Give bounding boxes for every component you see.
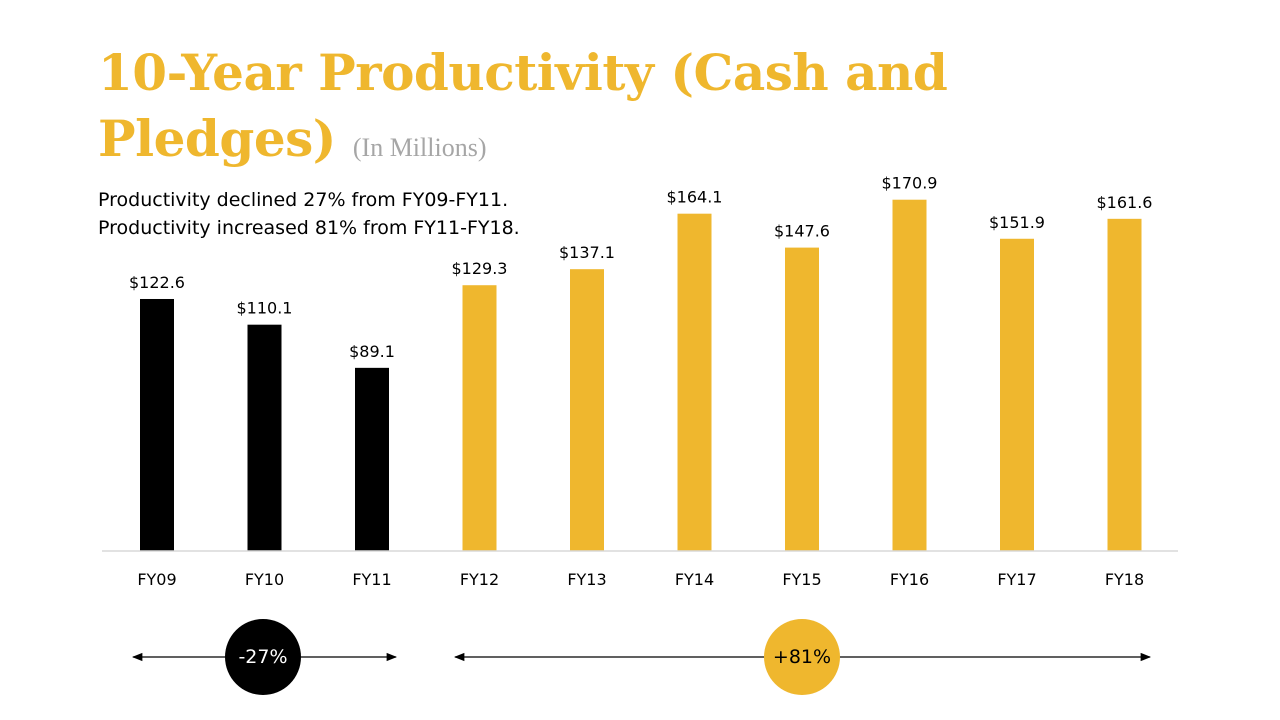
bar-fy17 xyxy=(1000,238,1034,551)
bar-fy11 xyxy=(355,367,389,551)
x-tick-fy16: FY16 xyxy=(890,570,929,589)
x-tick-fy18: FY18 xyxy=(1105,570,1144,589)
data-label-fy14: $164.1 xyxy=(667,188,723,207)
bar-fy10 xyxy=(247,324,282,551)
note-increase: Productivity increased 81% from FY11-FY1… xyxy=(98,217,520,239)
data-label-fy11: $89.1 xyxy=(349,342,395,361)
slide-title: 10-Year Productivity (Cash and Pledges) … xyxy=(98,40,1098,181)
x-tick-fy10: FY10 xyxy=(245,570,284,589)
x-tick-fy12: FY12 xyxy=(460,570,499,589)
bar-fy13 xyxy=(570,269,604,551)
bar-fy12 xyxy=(462,285,497,551)
data-label-fy10: $110.1 xyxy=(237,299,293,318)
data-label-fy16: $170.9 xyxy=(882,174,938,193)
data-label-fy15: $147.6 xyxy=(774,222,830,241)
x-tick-fy15: FY15 xyxy=(782,570,821,589)
data-label-fy12: $129.3 xyxy=(452,259,508,278)
bar-fy15 xyxy=(785,247,819,551)
x-tick-fy17: FY17 xyxy=(997,570,1036,589)
increase-badge: +81% xyxy=(764,619,840,695)
slide-title-text: 10-Year Productivity (Cash and Pledges) xyxy=(98,43,948,168)
data-label-fy13: $137.1 xyxy=(559,243,615,262)
x-tick-fy11: FY11 xyxy=(352,570,391,589)
note-decline: Productivity declined 27% from FY09-FY11… xyxy=(98,189,509,211)
bar-fy09 xyxy=(140,298,174,551)
decline-badge: -27% xyxy=(225,619,301,695)
decline-badge-text: -27% xyxy=(238,646,288,668)
data-label-fy18: $161.6 xyxy=(1097,193,1153,212)
data-label-fy09: $122.6 xyxy=(129,273,185,292)
x-tick-fy14: FY14 xyxy=(675,570,714,589)
increase-badge-text: +81% xyxy=(772,646,832,668)
bar-fy18 xyxy=(1107,218,1142,552)
x-tick-fy13: FY13 xyxy=(567,570,606,589)
bars-group: $122.6 FY09 $110.1 FY10 $89.1 FY11 $129.3 FY12 $… xyxy=(129,174,1152,589)
bar-fy14 xyxy=(677,213,712,551)
x-tick-fy09: FY09 xyxy=(137,570,176,589)
slide-subtitle: (In Millions) xyxy=(352,133,487,162)
bar-fy16 xyxy=(892,199,927,551)
data-label-fy17: $151.9 xyxy=(989,213,1045,232)
summary-notes: Productivity declined 27% from FY09-FY11… xyxy=(98,186,520,242)
